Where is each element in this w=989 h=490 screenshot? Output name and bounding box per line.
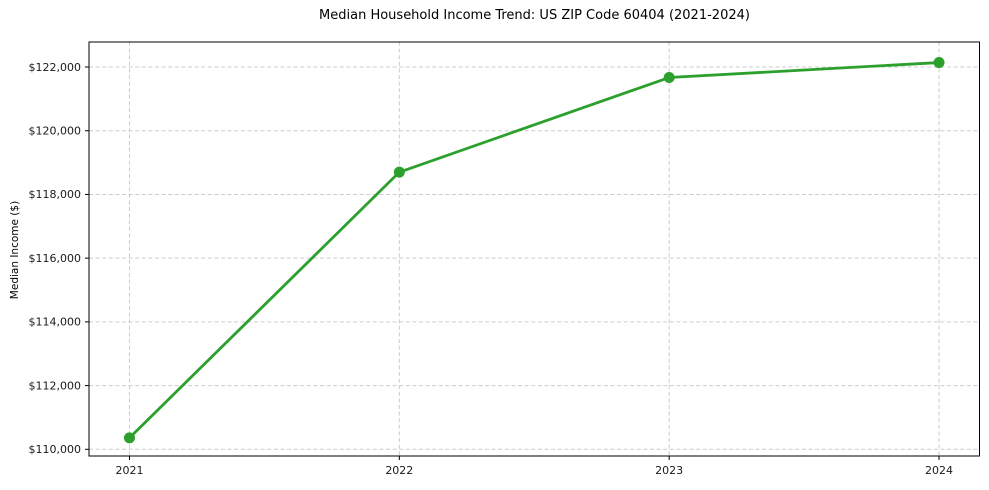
trend-line: [128, 61, 941, 440]
y-tick-label: $122,000: [29, 61, 82, 74]
y-tick-label: $112,000: [29, 379, 82, 392]
plot-border: [88, 41, 980, 457]
x-tick-label-2021: 2021: [115, 464, 143, 477]
y-tick-label: $118,000: [29, 188, 82, 201]
y-tick-label: $114,000: [29, 316, 82, 329]
data-point-2023: [663, 72, 675, 84]
x-tick-label-2024: 2024: [925, 464, 953, 477]
y-tick-label: $110,000: [29, 443, 82, 456]
data-point-2022: [393, 166, 405, 178]
y-tick-label: $116,000: [29, 252, 82, 265]
x-tick-label-2023: 2023: [655, 464, 683, 477]
chart-title: Median Household Income Trend: US ZIP Co…: [319, 8, 750, 23]
data-point-2021: [123, 432, 135, 444]
data-point-2024: [933, 57, 945, 69]
x-tick-label-2022: 2022: [385, 464, 413, 477]
y-tick-label: $120,000: [29, 125, 82, 138]
